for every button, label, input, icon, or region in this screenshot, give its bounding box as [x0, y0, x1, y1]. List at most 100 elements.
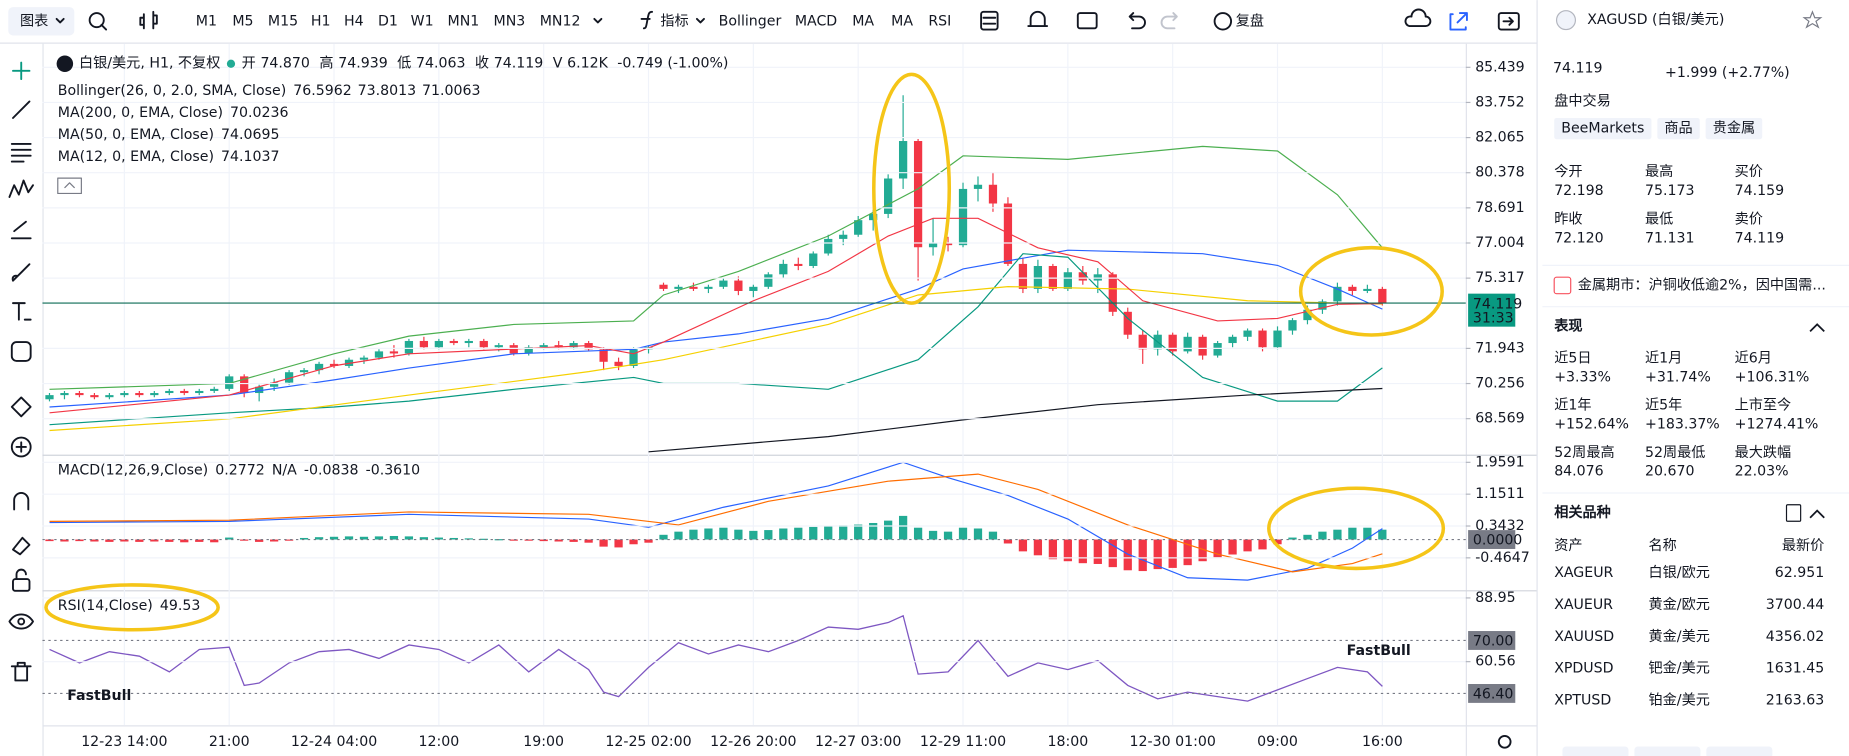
collapse-performance[interactable]: [1809, 323, 1825, 333]
brush-tool[interactable]: [11, 263, 31, 282]
timeframe-button[interactable]: D1: [378, 13, 398, 29]
redo-icon[interactable]: [1160, 12, 1178, 30]
timeframe-button[interactable]: MN3: [494, 13, 526, 29]
calendar-icon[interactable]: [1076, 12, 1098, 30]
macd-histogram-bar: [509, 539, 518, 541]
indicator-icon[interactable]: [640, 10, 654, 30]
magnet-tool[interactable]: [13, 492, 30, 511]
candle-body: [255, 386, 264, 394]
replay-button[interactable]: 复盘: [1236, 12, 1264, 29]
emoji-tool[interactable]: [10, 341, 32, 362]
chart-menu-box[interactable]: [8, 7, 75, 36]
level-badge: [1468, 631, 1516, 650]
legend-value: 6.12K: [567, 56, 608, 72]
indicator-button[interactable]: RSI: [928, 13, 951, 29]
candle-body: [689, 286, 698, 289]
timeframe-button[interactable]: M1: [196, 13, 217, 29]
chart-type-icon[interactable]: [139, 10, 158, 30]
tab-button[interactable]: [1634, 746, 1701, 756]
chart-menu[interactable]: 图表: [20, 13, 48, 29]
delete-tool[interactable]: [10, 661, 32, 682]
candle-body: [1333, 286, 1342, 302]
fib-tool[interactable]: [10, 142, 32, 163]
news-headline[interactable]: 金属期市：沪铜收低逾2%，因中国需...: [1578, 276, 1826, 293]
legend-key: 高: [319, 55, 333, 72]
text-tool[interactable]: [12, 302, 32, 321]
search-icon[interactable]: [88, 12, 105, 29]
collapse-legend[interactable]: [57, 177, 82, 195]
macd-histogram-bar: [749, 530, 758, 540]
macd-histogram-bar: [1048, 539, 1057, 560]
macd-histogram-bar: [988, 531, 998, 540]
popout-icon[interactable]: [1449, 12, 1468, 31]
projection-tool[interactable]: [10, 220, 32, 240]
performance-value: +1274.41%: [1735, 417, 1819, 433]
macd-histogram-bar: [314, 537, 324, 540]
indicator-value: 74.0695: [221, 127, 279, 143]
indicator-name: MA(200, 0, EMA, Close): [58, 105, 223, 121]
candle-body: [674, 286, 683, 289]
tab-button[interactable]: [1706, 746, 1773, 756]
crosshair-tool[interactable]: [12, 61, 31, 81]
time-label: 12-26 20:00: [710, 734, 796, 750]
related-cell[interactable]: XAUUSD: [1554, 629, 1614, 645]
related-cell: 2163.63: [1766, 693, 1824, 709]
favorite-star[interactable]: [1802, 10, 1823, 29]
related-cell[interactable]: XPDUSD: [1554, 661, 1613, 677]
y-tick-label: 70.256: [1475, 376, 1524, 392]
indicator-button[interactable]: Bollinger: [719, 13, 782, 29]
macd-histogram-bar: [704, 528, 713, 540]
time-label: 19:00: [523, 734, 564, 750]
related-cell: 3700.44: [1766, 597, 1824, 613]
undo-icon[interactable]: [1128, 12, 1146, 30]
replay-icon[interactable]: [1213, 12, 1233, 31]
indicator-button[interactable]: MA: [852, 13, 874, 29]
zoom-tool[interactable]: [10, 436, 32, 458]
indicator-button[interactable]: MA: [891, 13, 913, 29]
related-cell[interactable]: XPTUSD: [1554, 693, 1611, 709]
tab-button[interactable]: [1562, 746, 1629, 756]
pattern-tool[interactable]: [8, 179, 34, 198]
list-icon[interactable]: [1785, 504, 1802, 522]
stat-value: 72.120: [1554, 230, 1603, 246]
panel-toggle-icon[interactable]: [1497, 12, 1520, 31]
related-cell[interactable]: XAUEUR: [1554, 597, 1613, 613]
timeframe-button[interactable]: W1: [411, 13, 434, 29]
timeframe-button[interactable]: MN1: [448, 13, 480, 29]
zoom-plus: [15, 441, 27, 453]
timeframe-button[interactable]: M15: [268, 13, 298, 29]
ruler-tool[interactable]: [10, 396, 32, 418]
timeframe-caret[interactable]: [593, 17, 603, 24]
visibility-tool[interactable]: [8, 613, 34, 630]
session-label: 盘中交易: [1554, 92, 1611, 109]
candle-body: [629, 349, 638, 366]
indicator-line: [49, 249, 1383, 408]
indicators-menu[interactable]: 指标: [660, 13, 688, 29]
settings-icon[interactable]: [1497, 734, 1512, 749]
timeframe-button[interactable]: MN12: [540, 13, 581, 29]
line-tool[interactable]: [12, 100, 31, 119]
macd-histogram-bar: [1078, 539, 1087, 564]
time-label: 12-25 02:00: [605, 734, 691, 750]
alert-icon[interactable]: [1027, 10, 1049, 27]
macd-histogram-bar: [270, 539, 279, 542]
macd-histogram-bar: [1378, 529, 1387, 540]
lock-tool[interactable]: [12, 578, 31, 592]
performance-label: 近1年: [1554, 398, 1591, 414]
edit-tool[interactable]: [12, 536, 31, 556]
template-icon[interactable]: [980, 10, 999, 31]
related-cell[interactable]: XAGEUR: [1554, 565, 1613, 581]
y-tick-label: 68.569: [1475, 411, 1524, 427]
news-icon: [1553, 276, 1572, 295]
y-tick-label: 0.3432: [1475, 518, 1524, 534]
macd-histogram-bar: [809, 526, 818, 540]
timeframe-button[interactable]: H1: [311, 13, 331, 29]
collapse-related[interactable]: [1809, 509, 1825, 519]
macd-histogram-bar: [225, 537, 234, 540]
cloud-icon[interactable]: [1404, 8, 1432, 27]
timeframe-button[interactable]: M5: [232, 13, 253, 29]
macd-histogram-bar: [1258, 539, 1267, 550]
timeframe-button[interactable]: H4: [344, 13, 364, 29]
indicator-button[interactable]: MACD: [795, 13, 837, 29]
